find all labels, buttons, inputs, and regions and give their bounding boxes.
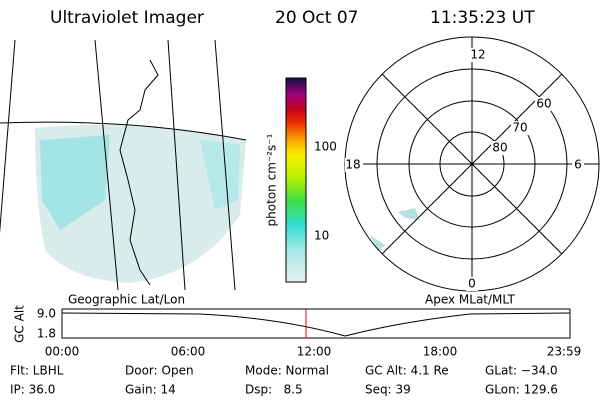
altitude-frame <box>61 308 571 339</box>
coastline <box>119 59 159 286</box>
label-bg <box>572 158 584 172</box>
label-bg <box>535 97 553 111</box>
status-field: GLon: 129.6 <box>485 383 558 397</box>
status-field: Dsp: 8.5 <box>245 383 303 397</box>
time: 11:35:23 UT <box>430 8 535 28</box>
status-field: IP: 36.0 <box>10 383 55 397</box>
mlt-label: 12 <box>470 48 485 62</box>
status-field: Flt: LBHL <box>10 364 64 378</box>
lon-line <box>167 39 186 291</box>
status-field: Gain: 14 <box>125 383 176 397</box>
status-field: GC Alt: 4.1 Re <box>365 364 449 378</box>
mlat-label: 80 <box>492 141 507 155</box>
mlat-label: 60 <box>536 97 551 111</box>
label-bg <box>470 48 486 62</box>
title: Ultraviolet Imager <box>50 8 204 28</box>
colorbar <box>285 77 307 283</box>
mlat-label: 70 <box>512 121 527 135</box>
uv-patch <box>370 208 420 252</box>
colorbar-tick: 10 <box>314 229 329 243</box>
label-bg <box>491 141 509 155</box>
colorbar-tick: 100 <box>314 140 337 154</box>
map-label: Geographic Lat/Lon <box>68 293 185 307</box>
altitude-ytick: 1.8 <box>37 327 56 341</box>
altitude-ytick: 9.0 <box>37 307 56 321</box>
lon-line <box>0 39 16 234</box>
altitude-curve <box>61 312 571 337</box>
spoke <box>381 73 563 255</box>
label-bg <box>345 158 363 172</box>
time-tick: 18:00 <box>423 345 458 359</box>
lon-line <box>94 39 119 291</box>
mlt-label: 18 <box>345 158 360 172</box>
mlt-label: 6 <box>574 158 582 172</box>
lon-line <box>214 39 236 291</box>
date: 20 Oct 07 <box>275 8 358 28</box>
colorbar-label: photon cm⁻²s⁻¹ <box>265 133 279 226</box>
mlt-label: 0 <box>468 277 476 291</box>
time-tick: 00:00 <box>45 345 80 359</box>
altitude-label: GC Alt <box>13 305 27 343</box>
map <box>0 39 247 291</box>
uv-patch <box>40 135 110 230</box>
time-tick: 23:59 <box>547 345 582 359</box>
status-field: Seq: 39 <box>365 383 411 397</box>
status-field: Door: Open <box>125 364 194 378</box>
uv-patch <box>200 140 240 210</box>
label-bg <box>511 121 529 135</box>
status-field: GLat: −34.0 <box>485 364 558 378</box>
time-tick: 06:00 <box>171 345 206 359</box>
polar-label: Apex MLat/MLT <box>425 293 515 307</box>
time-tick: 12:00 <box>297 345 332 359</box>
polar-plot: 12 18 6 0 60 70 80 <box>344 36 600 292</box>
status: Flt: LBHL Door: Open Mode: Normal GC Alt: 4… <box>10 364 558 397</box>
status-field: Mode: Normal <box>245 364 329 378</box>
label-bg <box>466 277 478 291</box>
